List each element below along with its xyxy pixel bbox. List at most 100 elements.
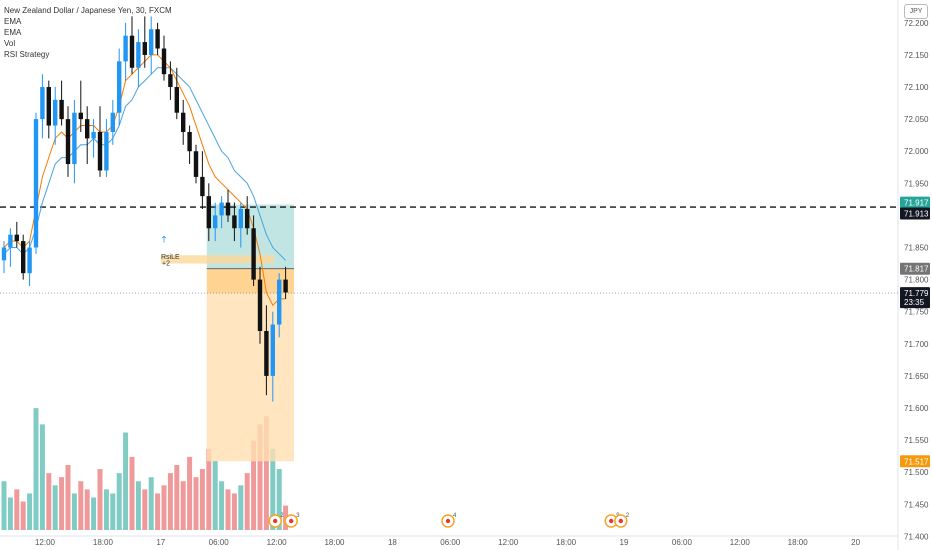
indicator-vol[interactable]: Vol — [4, 39, 16, 48]
x-tick-label: 12:00 — [730, 538, 751, 547]
candle-body — [8, 234, 13, 248]
event-dot-icon — [618, 518, 623, 524]
signal-arrow-icon: ↑ — [160, 235, 168, 245]
volume-bar — [52, 485, 58, 530]
candle-body — [33, 119, 39, 248]
price-label-line-bg — [900, 207, 930, 220]
x-tick-label: 12:00 — [267, 538, 288, 547]
candle-body — [91, 131, 96, 139]
y-tick-label: 72.100 — [904, 83, 929, 92]
symbol-title[interactable]: New Zealand Dollar / Japanese Yen, 30, F… — [4, 6, 172, 15]
volume-bar — [244, 473, 250, 530]
x-tick-label: 06:00 — [672, 538, 693, 547]
price-label-entry: 71.817 — [904, 265, 929, 274]
candle-body — [65, 119, 71, 165]
volume-bar — [46, 473, 52, 530]
y-tick-label: 71.400 — [904, 532, 929, 541]
volume-bar — [33, 408, 39, 530]
volume-bar — [270, 448, 276, 530]
volume-bar — [238, 485, 244, 530]
event-dot-icon — [289, 518, 294, 524]
volume-bar — [206, 448, 212, 530]
price-label-countdown-bg — [900, 296, 930, 309]
candle-body — [78, 112, 83, 120]
price-label-countdown: 23:35 — [904, 298, 925, 307]
ema-slow-line — [3, 67, 286, 261]
candle-body — [155, 29, 160, 49]
volume-bar — [1, 481, 7, 530]
candle-body — [245, 208, 250, 229]
event-count: 3 — [296, 513, 300, 519]
candle-body — [117, 61, 122, 113]
candle-body — [14, 234, 19, 242]
candle-body — [238, 208, 243, 229]
event-dot-icon — [273, 518, 278, 524]
candle-body — [53, 99, 58, 126]
x-tick-label: 12:00 — [498, 538, 519, 547]
candle-body — [264, 330, 269, 376]
candle-body — [1, 247, 7, 261]
candle-body — [27, 247, 32, 274]
candle-body — [104, 131, 109, 171]
volume-bar — [231, 493, 237, 530]
y-tick-label: 71.800 — [904, 276, 929, 285]
volume-bar — [174, 465, 180, 530]
candle-body — [161, 48, 167, 75]
candle-body — [40, 87, 45, 120]
indicator-ema-2[interactable]: EMA — [4, 28, 22, 37]
y-tick-label: 72.000 — [904, 147, 929, 156]
event-dot-icon — [609, 518, 614, 524]
candle-body — [187, 131, 192, 152]
x-tick-label: 18 — [388, 538, 397, 547]
y-tick-label: 71.950 — [904, 179, 929, 188]
price-label-last: 71.779 — [904, 289, 929, 298]
x-tick-label: 18:00 — [556, 538, 577, 547]
price-label-target-bg — [900, 196, 930, 209]
signal-label: RsiLE — [161, 254, 180, 261]
volume-bar — [257, 424, 263, 530]
signal-band — [161, 255, 274, 264]
y-tick-label: 71.650 — [904, 372, 929, 381]
x-tick-label: 18:00 — [324, 538, 345, 547]
event-count: 2 — [626, 513, 630, 519]
volume-bar — [7, 497, 13, 530]
price-label-line: 71.913 — [904, 209, 929, 218]
candle-body — [193, 151, 199, 177]
candle-body — [277, 279, 282, 325]
x-tick-label: 19 — [620, 538, 629, 547]
y-tick-label: 71.450 — [904, 500, 929, 509]
candle-body — [168, 74, 173, 88]
x-tick-label: 17 — [156, 538, 165, 547]
volume-bar — [135, 481, 141, 530]
signal-sub-label: +2 — [162, 260, 170, 267]
indicator-ema-1[interactable]: EMA — [4, 17, 22, 26]
price-label-entry-bg — [900, 262, 930, 275]
candle-body — [225, 202, 231, 216]
candle-body — [72, 112, 77, 165]
indicator-rsi-strategy[interactable]: RSI Strategy — [4, 50, 50, 59]
volume-bar — [123, 432, 129, 530]
volume-bar — [116, 473, 122, 530]
volume-bar — [14, 489, 20, 530]
candle-body — [123, 35, 128, 62]
volume-bar — [148, 477, 154, 530]
volume-bar — [27, 493, 33, 530]
candle-body — [200, 176, 205, 197]
currency-button[interactable]: JPY — [904, 4, 928, 19]
y-tick-label: 71.600 — [904, 404, 929, 413]
volume-bar — [263, 416, 269, 530]
candle-body — [283, 279, 288, 293]
x-tick-label: 06:00 — [440, 538, 461, 547]
event-count: 2 — [280, 513, 284, 519]
volume-bar — [161, 485, 167, 530]
volume-bar — [276, 469, 282, 530]
volume-bar — [187, 456, 193, 530]
volume-bar — [251, 440, 257, 530]
volume-bar — [20, 501, 26, 530]
candle-body — [59, 99, 64, 120]
volume-bar — [219, 481, 225, 530]
volume-bar — [110, 493, 116, 530]
candle-body — [85, 119, 90, 139]
